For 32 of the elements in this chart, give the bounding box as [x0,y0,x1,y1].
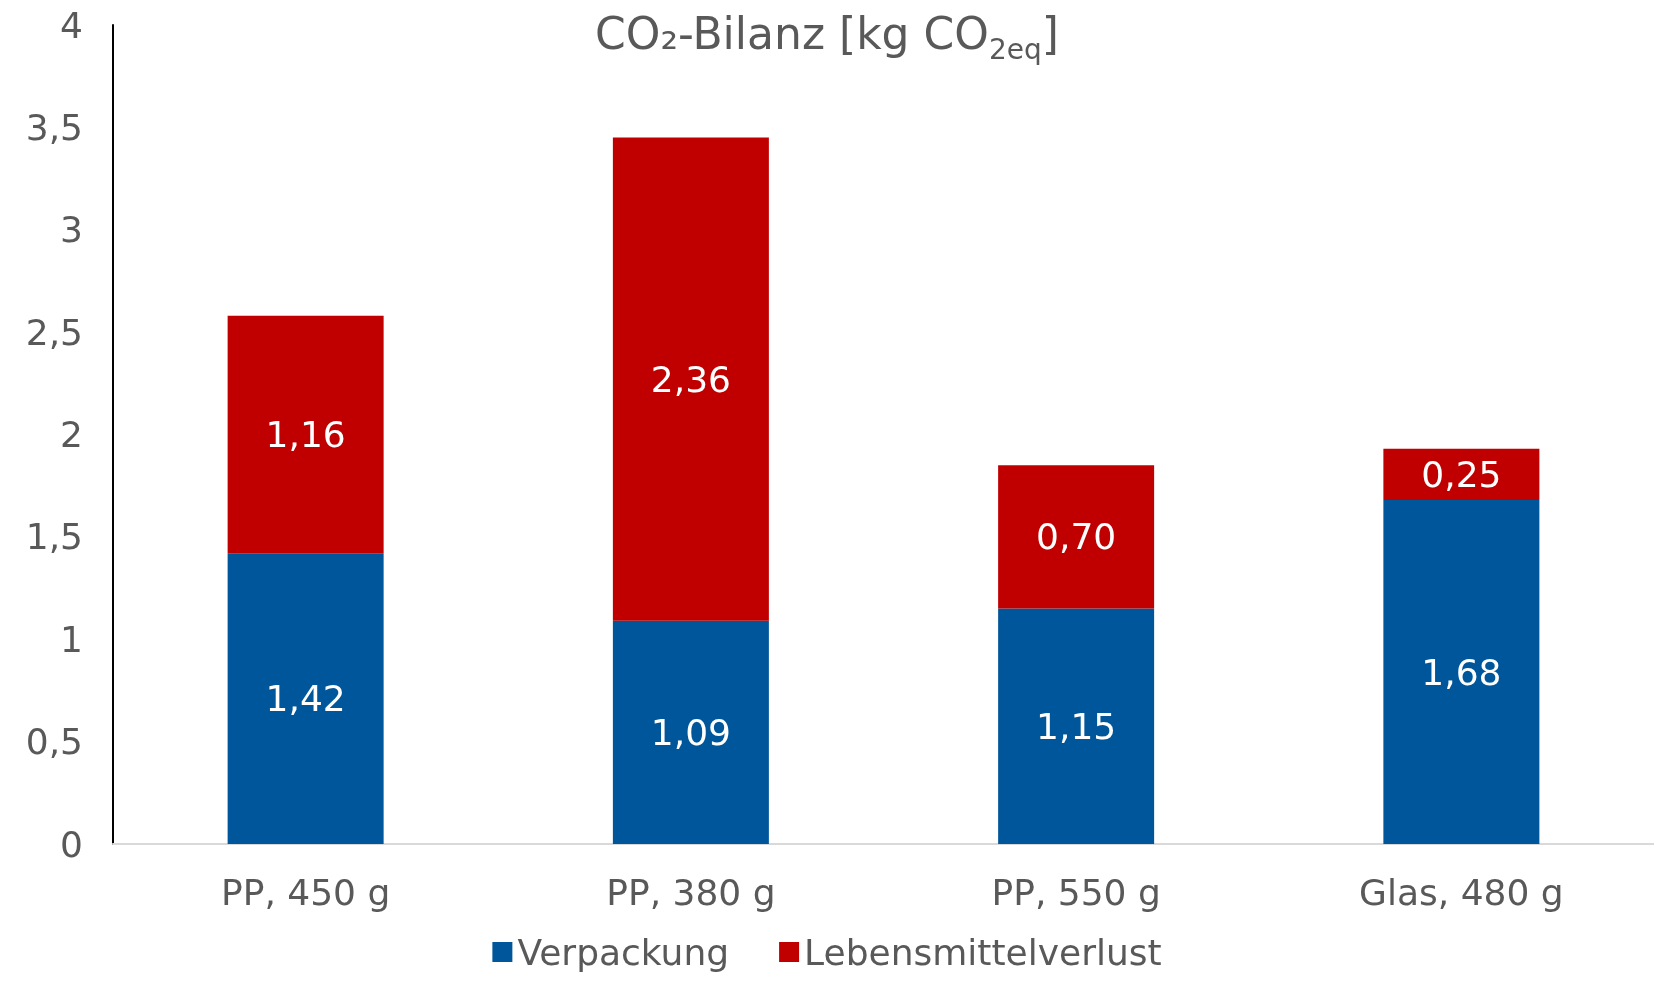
bar [227,553,384,844]
data-label: 1,68 [1421,651,1502,693]
bar [998,608,1155,844]
legend-label: Lebensmittelverlust [804,931,1162,973]
y-tick-label: 4 [60,4,83,46]
y-tick-label: 2,5 [25,311,83,353]
y-tick-label: 2 [60,414,83,455]
data-label: 1,42 [265,678,346,720]
y-tick-label: 0,5 [25,721,83,763]
y-tick-label: 3,5 [25,106,83,148]
x-tick-label: Glas, 480 g [1359,871,1564,913]
y-tick-label: 1 [60,618,83,660]
legend-label: Verpackung [517,931,730,973]
bar [1383,500,1540,844]
data-label: 0,70 [1036,516,1117,558]
x-tick-label: PP, 450 g [220,871,391,913]
x-tick-label: PP, 380 g [606,871,776,913]
data-label: 0,25 [1421,453,1502,495]
x-tick-label: PP, 550 g [991,871,1161,913]
data-label: 1,16 [265,414,346,455]
data-label: 1,15 [1036,705,1117,747]
y-tick-label: 1,5 [25,516,83,558]
y-tick-label: 0 [60,823,83,865]
data-label: 1,09 [650,711,731,753]
bar [1383,448,1540,501]
bar [998,465,1155,609]
bar [612,137,769,621]
bar [612,620,769,844]
chart-title: CO₂-Bilanz [kg CO$_{2eq}$] [595,8,1059,66]
y-tick-label: 3 [60,209,83,251]
bar [227,315,384,554]
data-label: 2,36 [650,358,731,400]
